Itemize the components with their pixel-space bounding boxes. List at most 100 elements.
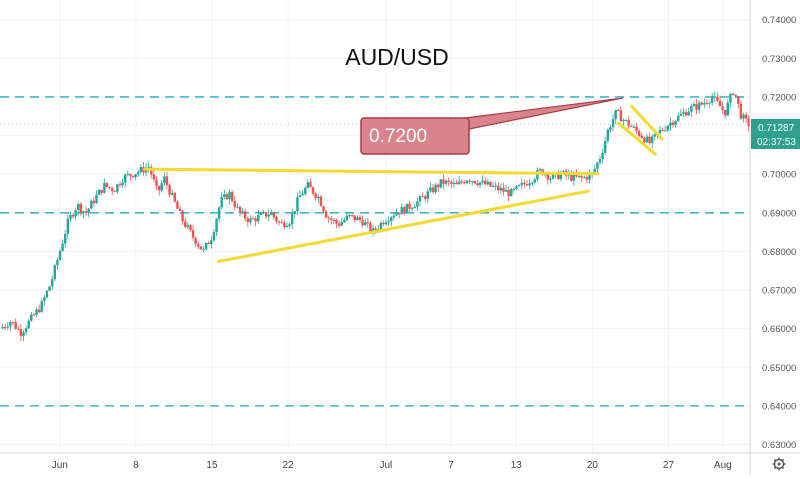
settings-gear-icon[interactable] — [772, 457, 786, 471]
candle-down-body — [272, 212, 276, 217]
candle-up-body — [64, 234, 67, 244]
candle-up-body — [121, 182, 124, 186]
candle-up-body — [604, 141, 607, 153]
candle-down-body — [322, 206, 325, 212]
candle-up-body — [434, 184, 437, 193]
candle-up-body — [538, 169, 542, 171]
candle-up-body — [267, 214, 270, 217]
candle-down-body — [648, 136, 651, 144]
candle-up-body — [395, 212, 398, 216]
candle-down-body — [497, 185, 500, 191]
candle-down-body — [447, 180, 450, 182]
candle-up-body — [598, 159, 602, 163]
candle-up-body — [583, 177, 586, 179]
pattern-trendline — [216, 189, 590, 263]
candle-up-body — [293, 211, 296, 214]
candle-down-body — [731, 93, 735, 95]
candle-down-body — [283, 222, 286, 228]
candle-up-body — [470, 181, 474, 183]
candle-up-body — [690, 106, 693, 112]
candle-up-body — [536, 170, 539, 180]
candle-down-body — [744, 114, 748, 119]
time-tick-label: 20 — [587, 460, 599, 471]
candle-up-body — [559, 173, 563, 180]
candle-down-body — [476, 183, 479, 186]
candlesticks — [1, 91, 750, 342]
candle-up-body — [465, 180, 469, 184]
candle-up-body — [74, 210, 77, 217]
candle-up-body — [491, 185, 495, 187]
candle-up-body — [486, 181, 490, 185]
candle-up-body — [30, 314, 33, 321]
candle-up-body — [530, 182, 534, 184]
candle-down-body — [152, 174, 156, 180]
price-axis[interactable]: 0.740000.730000.720000.710000.700000.690… — [749, 0, 796, 474]
candle-down-body — [324, 211, 328, 218]
time-tick-label: 22 — [282, 460, 294, 471]
candle-up-body — [40, 301, 43, 312]
candle-up-body — [53, 265, 56, 280]
candle-up-body — [364, 222, 367, 226]
candle-down-body — [546, 174, 550, 180]
candle-down-body — [194, 237, 197, 245]
candle-up-body — [202, 248, 205, 250]
candle-up-body — [405, 203, 409, 214]
candle-up-body — [95, 194, 98, 204]
price-tag-bg — [751, 119, 800, 149]
candle-up-body — [650, 136, 654, 144]
gear-teeth — [772, 457, 786, 471]
candle-up-body — [726, 102, 730, 116]
candle-up-body — [528, 183, 531, 186]
candle-up-body — [124, 174, 127, 183]
candle-up-body — [257, 215, 260, 222]
candle-up-body — [90, 200, 93, 209]
price-tick-label: 0.68000 — [762, 247, 796, 258]
candle-up-body — [163, 176, 166, 184]
price-callout[interactable]: 0.7200 — [360, 97, 623, 155]
time-tick-label: Aug — [714, 460, 732, 471]
price-tick-label: 0.66000 — [762, 324, 796, 335]
candle-down-body — [580, 175, 583, 178]
candle-up-body — [708, 102, 711, 104]
candle-down-body — [747, 118, 750, 127]
candle-down-body — [207, 242, 210, 245]
candle-up-body — [296, 197, 299, 212]
candle-up-body — [520, 182, 523, 186]
time-tick-label: 13 — [511, 460, 523, 471]
candle-up-body — [270, 212, 273, 215]
time-axis[interactable]: Jun 8 15 22 Jul 7 13 20 27 Aug — [52, 460, 732, 471]
candle-down-body — [421, 196, 424, 198]
candle-up-body — [478, 182, 482, 186]
candle-up-body — [56, 259, 59, 266]
candle-down-body — [484, 180, 487, 185]
candle-up-body — [593, 168, 596, 173]
candle-up-body — [624, 119, 628, 121]
candle-down-body — [358, 217, 362, 220]
candle-down-body — [617, 110, 620, 112]
candle-up-body — [77, 204, 80, 211]
candle-up-body — [220, 196, 223, 208]
candle-up-body — [288, 224, 291, 227]
callout-box — [360, 117, 470, 155]
candle-up-body — [444, 180, 448, 184]
candle-down-body — [319, 196, 323, 207]
candle-up-body — [410, 208, 414, 210]
candle-up-body — [533, 179, 536, 183]
candle-down-body — [335, 219, 338, 224]
candle-up-body — [687, 111, 690, 116]
candle-up-body — [48, 286, 51, 291]
candle-down-body — [734, 94, 737, 97]
candle-up-body — [147, 166, 150, 168]
candle-up-body — [160, 183, 163, 191]
candle-up-body — [236, 206, 239, 208]
candle-up-body — [82, 211, 85, 213]
candle-down-body — [442, 179, 445, 184]
candle-down-body — [724, 109, 727, 116]
candle-up-body — [645, 136, 649, 143]
candle-down-body — [431, 187, 435, 193]
candle-down-body — [155, 179, 158, 186]
candle-up-body — [416, 201, 419, 207]
candle-up-body — [379, 222, 383, 230]
time-tick-label: 27 — [663, 460, 675, 471]
